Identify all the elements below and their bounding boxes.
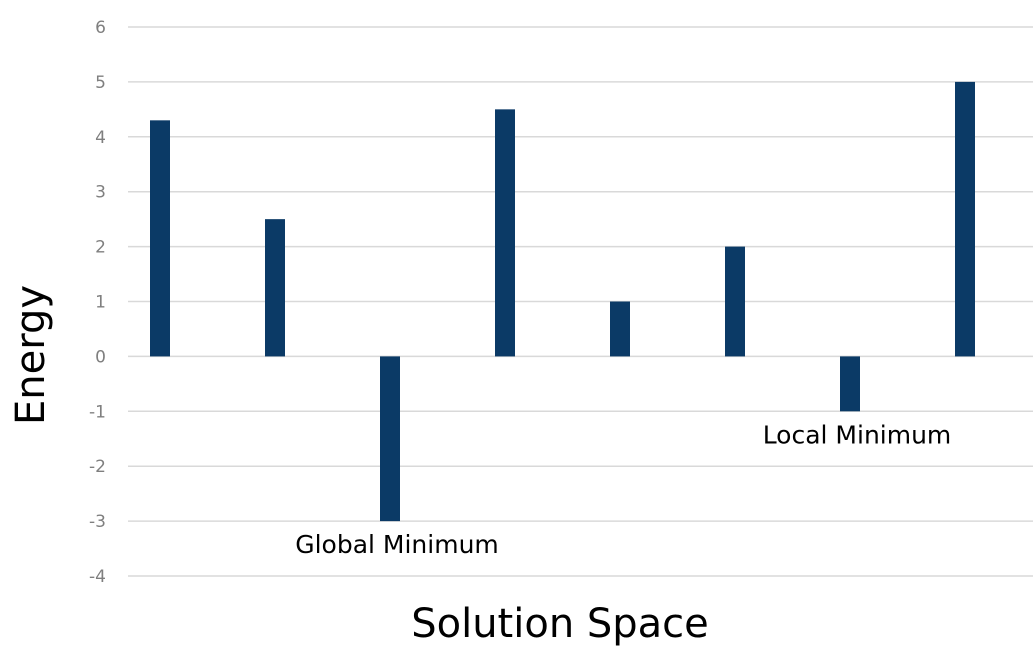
- bar: [150, 120, 170, 357]
- y-tick-label: 1: [95, 293, 106, 313]
- y-tick-label: -4: [89, 567, 106, 587]
- bar: [610, 301, 630, 357]
- annotation-label: Global Minimum: [295, 530, 499, 559]
- annotations: Global Minimum Local Minimum: [295, 420, 951, 559]
- bars: [150, 81, 975, 522]
- y-tick-label: -2: [89, 457, 106, 477]
- bar: [725, 246, 745, 357]
- y-tick-label: 3: [95, 183, 106, 203]
- gridlines: [128, 26, 1033, 577]
- bar: [265, 219, 285, 357]
- y-tick-label: -1: [89, 402, 106, 422]
- y-tick-label: 5: [95, 73, 106, 93]
- bar: [380, 356, 400, 522]
- y-tick-label: 0: [95, 347, 106, 367]
- y-tick-label: -3: [89, 512, 106, 532]
- bar: [495, 109, 515, 357]
- bar: [955, 81, 975, 357]
- bar: [840, 356, 860, 412]
- y-axis-title: Energy: [8, 285, 54, 425]
- x-axis-title: Solution Space: [411, 601, 709, 647]
- annotation-label: Local Minimum: [763, 420, 952, 449]
- y-tick-label: 4: [95, 128, 106, 148]
- y-tick-label: 2: [95, 238, 106, 258]
- y-tick-label: 6: [95, 18, 106, 38]
- y-axis-tick-labels: 6 5 4 3 2 1 0 -1 -2 -3 -4: [89, 18, 106, 587]
